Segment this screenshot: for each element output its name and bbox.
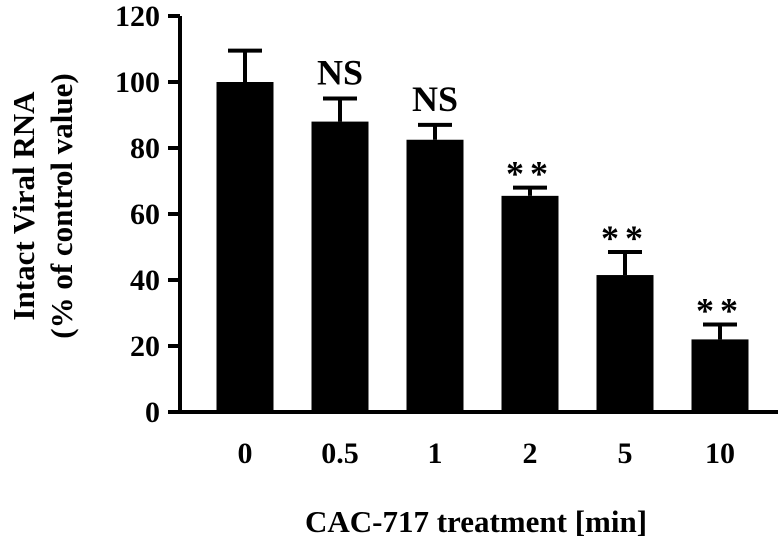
y-axis: 0 20 40 60 80 100 120	[115, 0, 182, 429]
bar	[311, 121, 369, 412]
x-axis-title: CAC-717 treatment [min]	[305, 504, 647, 539]
x-tick-label: 0	[238, 437, 253, 470]
error-bars	[228, 48, 737, 340]
significance-stars: **	[696, 291, 744, 331]
x-tick-label: 10	[705, 437, 735, 470]
x-tick-label: 2	[523, 437, 538, 470]
bar	[596, 275, 654, 412]
bar	[691, 339, 749, 412]
y-tick-label: 100	[115, 66, 160, 99]
x-tick-label: 1	[428, 437, 443, 470]
y-tick-label: 0	[145, 396, 160, 429]
y-tick-label: 20	[130, 330, 160, 363]
significance-annotations: NS NS ** ** **	[317, 53, 744, 331]
bar	[501, 195, 559, 412]
bars	[216, 82, 749, 412]
significance-stars: **	[506, 154, 554, 194]
x-tick-label: 5	[618, 437, 633, 470]
bar	[216, 82, 274, 412]
y-tick-label: 60	[130, 198, 160, 231]
x-axis: 0 0.5 1 2 5 10	[178, 410, 778, 470]
y-axis-title-line1: Intact Viral RNA	[6, 91, 41, 321]
significance-ns: NS	[317, 53, 363, 93]
bar	[406, 139, 464, 412]
y-tick-label: 40	[130, 264, 160, 297]
y-axis-title-line2: (% of control value)	[44, 73, 79, 338]
significance-ns: NS	[412, 79, 458, 119]
x-tick-label: 0.5	[321, 437, 359, 470]
y-tick-label: 80	[130, 132, 160, 165]
y-tick-label: 120	[115, 0, 160, 33]
significance-stars: **	[601, 218, 649, 258]
